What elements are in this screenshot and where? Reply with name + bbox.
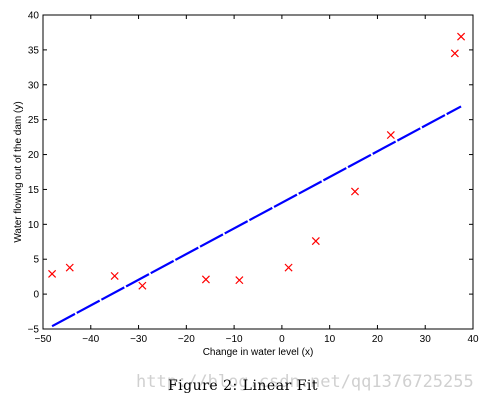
y-axis-label: Water flowing out of the dam (y) [13,101,24,242]
y-tick-label: 20 [28,150,40,161]
data-point-marker [65,263,74,272]
y-tick-label: 10 [28,220,40,231]
x-tick-label: −30 [130,334,147,345]
x-tick-label: 20 [372,334,384,345]
y-tick-label: 35 [28,45,40,56]
data-point-marker [311,237,320,246]
data-point-marker [110,271,119,280]
x-tick-label: 0 [279,334,285,345]
y-tick-label: 30 [28,80,40,91]
data-point-marker [138,281,147,290]
y-axis: −5 0 5 10 15 20 25 30 35 40 [28,11,473,336]
y-tick-label: 5 [33,255,39,266]
watermark: http://blog.csdn.net/qq1376725255 [136,372,474,392]
plot-frame [42,14,474,330]
fit-line [51,105,462,328]
x-tick-label: 10 [324,334,336,345]
y-tick-label: 15 [28,185,40,196]
x-tick-label: −40 [82,334,99,345]
x-tick-label: −50 [35,334,52,345]
y-tick-label: 0 [33,290,39,301]
x-axis-label: Change in water level (x) [203,347,314,358]
figure-caption: Figure 2: Linear Fit [167,378,319,394]
data-point-marker [201,275,210,284]
data-point-marker [235,276,244,285]
x-tick-label: 40 [467,334,479,345]
data-point-marker [450,49,459,58]
x-tick-label: −20 [178,334,195,345]
x-tick-label: −10 [226,334,243,345]
data-point-marker [350,187,360,196]
data-point-marker [48,269,57,278]
y-tick-label: 25 [28,115,40,126]
series-layer [48,32,466,328]
data-point-marker [386,130,395,140]
data-point-marker [284,263,293,272]
x-tick-label: 30 [420,334,432,345]
y-tick-label: 40 [28,11,40,22]
x-axis: −50 −40 −30 −20 −10 0 10 20 30 40 [35,15,479,345]
y-tick-label: −5 [28,325,40,336]
data-point-marker [457,32,466,41]
